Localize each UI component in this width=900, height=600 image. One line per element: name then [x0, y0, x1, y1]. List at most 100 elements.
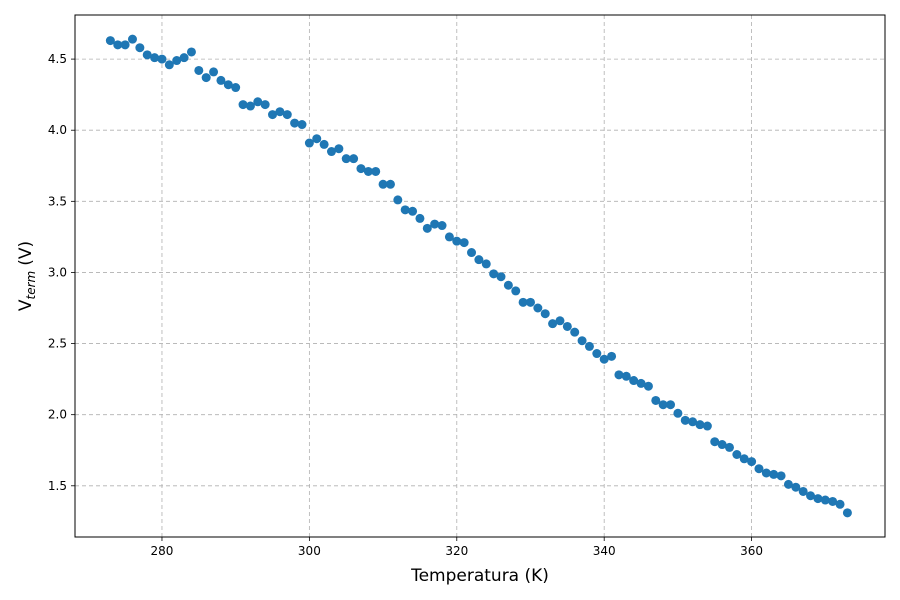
point [481, 259, 491, 269]
point [319, 139, 329, 149]
point [209, 67, 219, 77]
point [658, 400, 668, 410]
point [378, 179, 388, 189]
x-tick-label: 320 [445, 544, 468, 558]
point [835, 499, 845, 509]
point [732, 450, 742, 460]
point [636, 378, 646, 388]
point [806, 491, 816, 501]
point [599, 354, 609, 364]
point [393, 195, 403, 205]
point [798, 486, 808, 496]
point [584, 341, 594, 351]
point [791, 482, 801, 492]
point [430, 219, 440, 229]
y-tick-label: 2.5 [48, 337, 67, 351]
point [260, 100, 270, 110]
y-axis-label: Vterm (V) [16, 241, 38, 311]
point [761, 468, 771, 478]
point [194, 65, 204, 75]
point [489, 269, 499, 279]
point [253, 97, 263, 107]
y-tick-label: 1.5 [48, 479, 67, 493]
y-tick-label: 2.0 [48, 408, 67, 422]
point [474, 255, 484, 265]
point [592, 349, 602, 359]
point [828, 496, 838, 506]
point [105, 36, 115, 46]
point [334, 144, 344, 154]
point [312, 134, 322, 144]
x-tick-label: 280 [151, 544, 174, 558]
point [555, 316, 565, 326]
point [776, 471, 786, 481]
point [783, 479, 793, 489]
point [304, 138, 314, 148]
point [415, 213, 425, 223]
point [813, 494, 823, 504]
point [275, 107, 285, 117]
point [127, 34, 137, 44]
point [577, 336, 587, 346]
point [113, 40, 123, 50]
point [400, 205, 410, 215]
point [363, 166, 373, 176]
point [724, 442, 734, 452]
point [179, 53, 189, 63]
point [717, 440, 727, 450]
point [164, 60, 174, 70]
point [341, 154, 351, 164]
point [548, 319, 558, 329]
point [408, 206, 418, 216]
point [525, 297, 535, 307]
point [297, 120, 307, 130]
point [710, 437, 720, 447]
point [842, 508, 852, 518]
point [673, 408, 683, 418]
x-tick-label: 360 [740, 544, 763, 558]
point [201, 73, 211, 83]
point [385, 179, 395, 189]
y-tick-label: 3.0 [48, 265, 67, 279]
point [437, 221, 447, 231]
point [651, 395, 661, 405]
point [186, 47, 196, 57]
point [326, 147, 336, 157]
point [459, 238, 469, 248]
x-axis-label: Temperatura (K) [410, 566, 549, 586]
point [511, 286, 521, 296]
point [120, 40, 130, 50]
point [562, 321, 572, 331]
point [157, 54, 167, 64]
point [452, 236, 462, 246]
point [629, 376, 639, 386]
point [695, 420, 705, 430]
point [643, 381, 653, 391]
point [769, 469, 779, 479]
point [739, 454, 749, 464]
point [422, 223, 432, 233]
point [371, 166, 381, 176]
point [754, 464, 764, 474]
y-label-unit: (V) [16, 241, 36, 266]
y-tick-label: 4.5 [48, 52, 67, 66]
point [496, 272, 506, 282]
point [135, 43, 145, 53]
point [223, 80, 233, 90]
point [747, 457, 757, 467]
point [216, 75, 226, 85]
point [282, 110, 292, 120]
y-tick-label: 4.0 [48, 123, 67, 137]
point [150, 53, 160, 63]
x-tick-label: 300 [298, 544, 321, 558]
y-label-main: V [16, 299, 36, 311]
point [444, 232, 454, 242]
point [680, 415, 690, 425]
point [607, 351, 617, 361]
point [268, 110, 278, 120]
plot-frame [74, 14, 886, 538]
point [356, 164, 366, 174]
point [467, 248, 477, 258]
point [245, 101, 255, 111]
